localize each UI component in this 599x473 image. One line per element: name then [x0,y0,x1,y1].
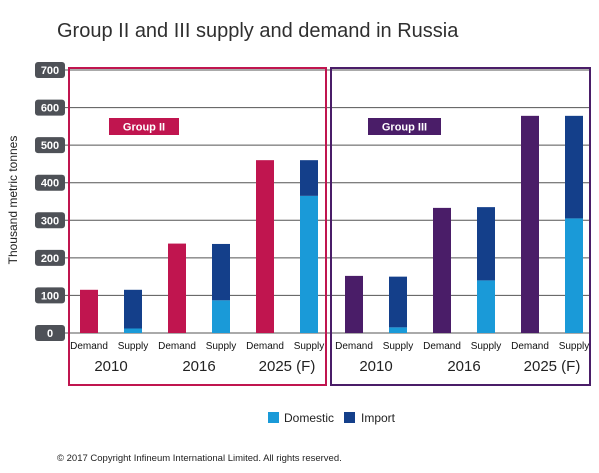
y-tick-box-100 [35,287,65,304]
bar-group-ii-2010-domestic [124,328,142,333]
panel-badge-label-group-iii: Group III [382,122,427,134]
bar-group-ii-2016-demand [168,243,186,333]
category-label-group-iii-2016-supply: Supply [471,341,502,352]
category-label-group-iii-2010-supply: Supply [383,341,414,352]
category-label-group-iii-2016-demand: Demand [423,341,461,352]
bar-group-iii-2010-demand [345,275,363,333]
year-label-group-iii-2025-f: 2025 (F) [524,358,581,375]
bar-group-ii-2010-demand [80,289,98,333]
panel-frame-group-ii [68,67,327,386]
y-tick-box-500 [35,137,65,154]
y-tick-box-300 [35,212,65,229]
y-axis-label: Thousand metric tonnes [6,136,20,265]
bar-group-ii-2016-domestic [212,300,230,333]
legend-label-import: Import [361,411,396,425]
bar-group-iii-2010-import [389,276,407,328]
bar-group-iii-2025-f-demand [521,115,539,333]
bar-group-iii-2010-domestic [389,327,407,333]
y-tick-label-200: 200 [41,253,59,265]
category-label-group-ii-2016-supply: Supply [206,341,237,352]
y-axis-ticks: 0 100 200 300 400 500 600 700 [35,62,65,341]
panel-badge-label-group-ii: Group II [123,122,165,134]
year-label-group-iii-2010: 2010 [359,358,392,375]
bar-group-iii-2016-import [477,207,495,281]
bar-group-ii-2016-import [212,243,230,301]
category-label-group-ii-2010-supply: Supply [118,341,149,352]
legend-label-domestic: Domestic [284,411,334,425]
y-tick-label-100: 100 [41,290,59,302]
panel-badge-group-ii [109,118,179,135]
year-label-group-ii-2010: 2010 [94,358,127,375]
y-tick-box-400 [35,174,65,191]
panel-badge-group-iii [368,118,441,135]
bar-group-ii-2025-f-demand [256,160,274,333]
year-label-group-ii-2016: 2016 [182,358,215,375]
chart-title: Group II and III supply and demand in Ru… [57,20,459,42]
legend-swatch-domestic [268,412,279,423]
category-label-group-iii-2025-f-demand: Demand [511,341,549,352]
year-label-group-ii-2025-f: 2025 (F) [259,358,316,375]
y-tick-label-0: 0 [47,328,53,340]
bar-group-ii-2025-f-domestic [300,195,318,333]
panels: Group II Group III [68,67,591,386]
y-tick-label-500: 500 [41,140,59,152]
y-tick-label-400: 400 [41,178,59,190]
category-label-group-iii-2010-demand: Demand [335,341,373,352]
bar-group-iii-2016-demand [433,207,451,333]
category-label-group-ii-2025-f-demand: Demand [246,341,284,352]
y-tick-label-700: 700 [41,65,59,77]
gridlines [65,69,590,334]
y-tick-box-200 [35,249,65,266]
bar-group-iii-2025-f-import [565,115,583,219]
y-tick-label-600: 600 [41,103,59,115]
copyright-notice: © 2017 Copyright Infineum International … [57,453,342,464]
bars: Demand Supply Demand Supply Demand Supply 2010… [70,115,590,375]
year-label-group-iii-2016: 2016 [447,358,480,375]
panel-frame-group-iii [330,67,591,386]
category-label-group-ii-2016-demand: Demand [158,341,196,352]
bar-group-ii-2010-import [124,289,142,329]
bar-group-ii-2025-f-import [300,160,318,196]
y-tick-box-0 [35,325,65,341]
bar-group-iii-2016-domestic [477,280,495,333]
category-label-group-iii-2025-f-supply: Supply [559,341,590,352]
y-tick-label-300: 300 [41,215,59,227]
bar-group-iii-2025-f-domestic [565,218,583,333]
legend: Domestic Import [268,411,396,425]
category-label-group-ii-2010-demand: Demand [70,341,108,352]
legend-swatch-import [344,412,355,423]
category-label-group-ii-2025-f-supply: Supply [294,341,325,352]
y-tick-box-600 [35,99,65,116]
y-tick-box-700 [35,62,65,78]
